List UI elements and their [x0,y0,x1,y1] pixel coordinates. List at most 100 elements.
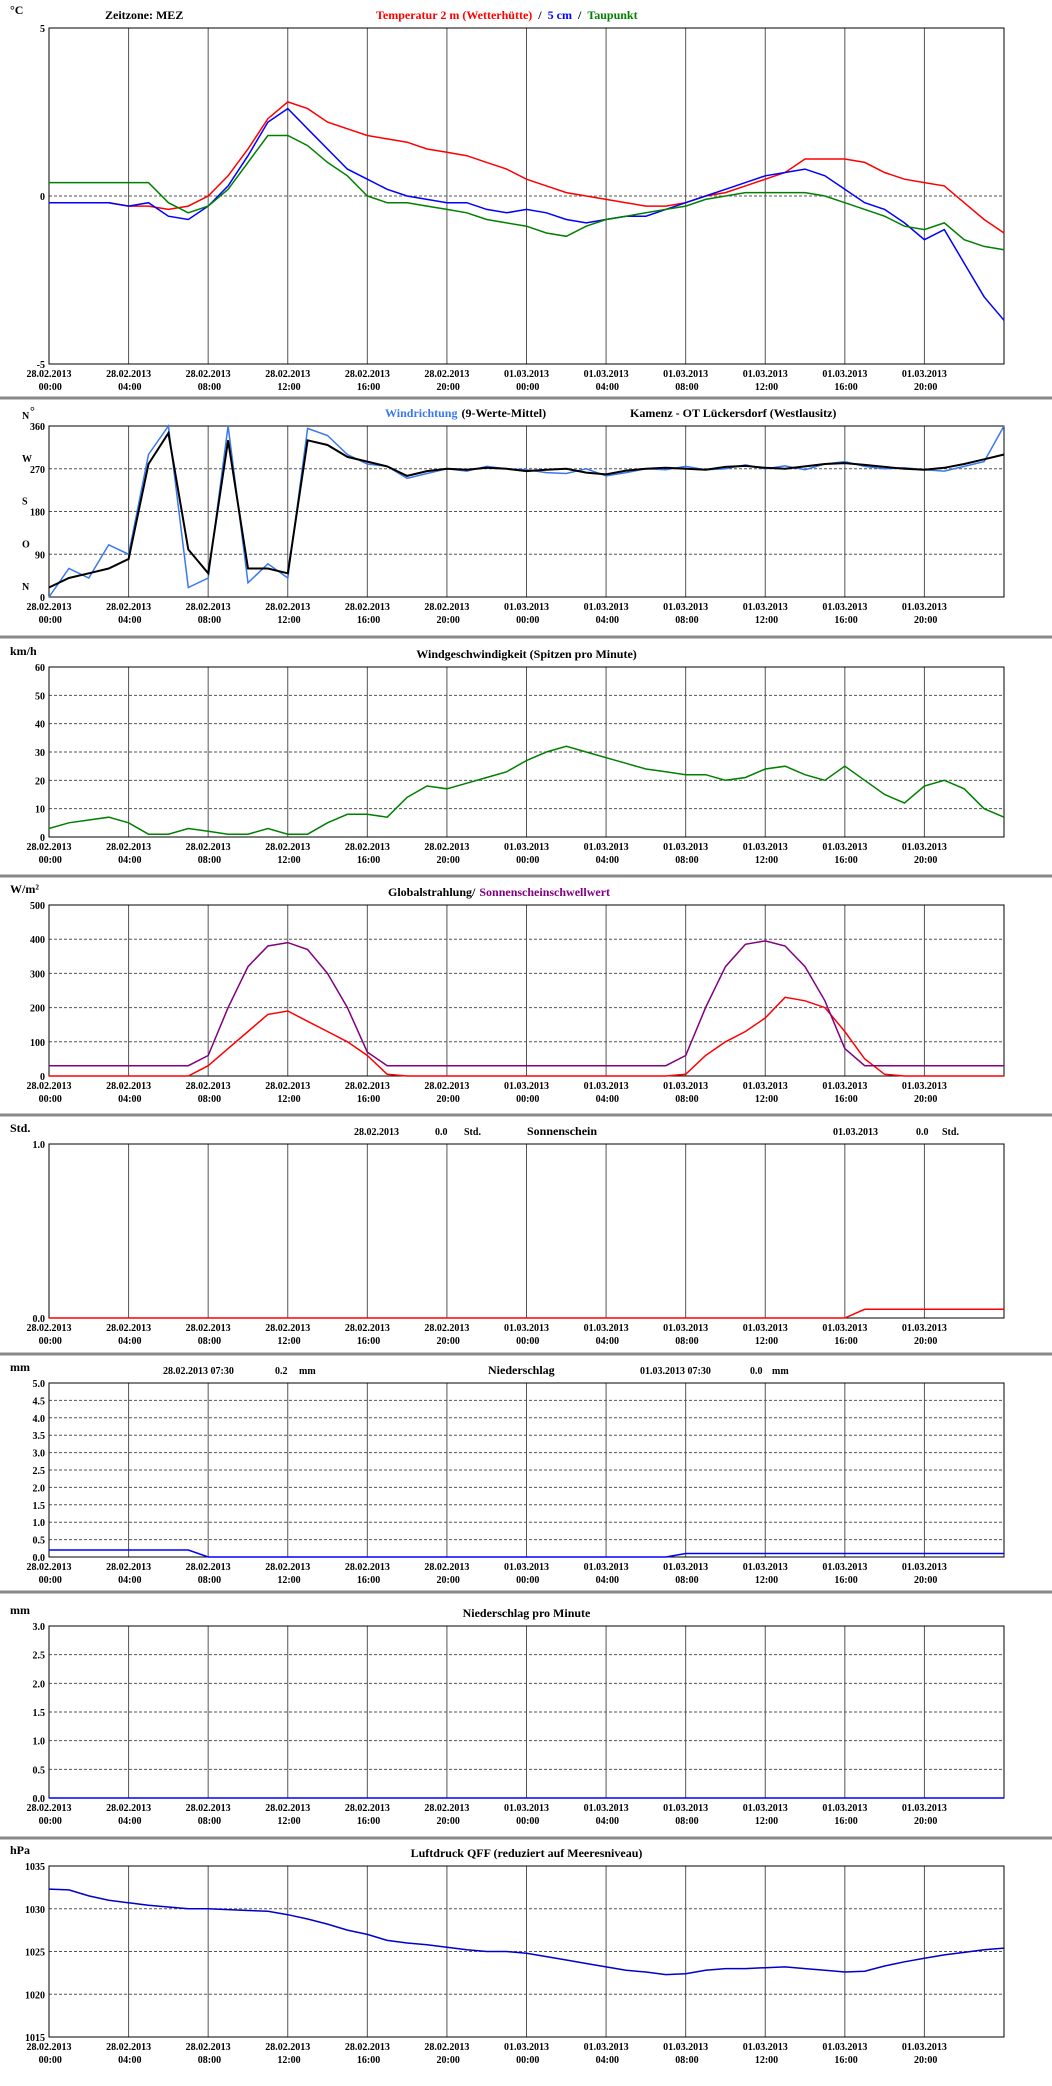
y-tick-label: 0.5 [33,1765,46,1776]
compass-label: N [22,582,30,593]
y-tick-label: 1030 [25,1905,45,1916]
x-tick-label: 28.02.2013 16:00 [345,369,390,393]
x-tick-label: 01.03.2013 00:00 [504,842,549,866]
x-tick-label: 28.02.2013 08:00 [186,2042,231,2066]
y-tick-label: 30 [35,748,45,759]
y-unit: Std. [10,1121,30,1135]
x-tick-label: 01.03.2013 08:00 [663,2042,708,2066]
y-tick-label: 0.0 [33,1314,46,1325]
y-tick-label: 360 [30,422,45,433]
y-unit: ° [30,404,35,418]
y-unit: hPa [10,1843,30,1857]
x-tick-label: 01.03.2013 00:00 [504,1323,549,1347]
y-tick-label: 1.5 [33,1708,46,1719]
legend-entry: Windrichtung [385,406,457,420]
total-date: 01.03.2013 07:30 [640,1366,711,1377]
legend-separator: / [577,8,582,22]
total-unit: mm [772,1366,789,1377]
legend-entry: 5 cm [548,8,572,22]
total-unit: mm [299,1366,316,1377]
y-tick-label: 100 [30,1038,45,1049]
legend-separator: / [537,8,542,22]
compass-label: S [22,497,28,508]
plot-frame [48,666,1005,838]
y-tick-label: 1.0 [33,1140,46,1151]
chart-title: Niederschlag pro Minute [463,1606,591,1620]
y-tick-label: 1.5 [33,1501,46,1512]
x-tick-label: 01.03.2013 16:00 [822,1803,867,1827]
x-tick-label: 28.02.2013 16:00 [345,2042,390,2066]
x-tick-label: 28.02.2013 12:00 [265,1323,310,1347]
chart-title: Niederschlag [488,1363,555,1377]
x-tick-label: 28.02.2013 12:00 [265,842,310,866]
x-tick-label: 01.03.2013 08:00 [663,602,708,626]
legend-entry: Temperatur 2 m (Wetterhütte) [376,8,532,22]
x-tick-label: 01.03.2013 00:00 [504,1562,549,1586]
series-line [49,134,1005,251]
x-tick-label: 28.02.2013 20:00 [424,369,469,393]
x-tick-label: 28.02.2013 04:00 [106,1323,151,1347]
y-tick-label: 40 [35,720,45,731]
series-line [48,745,1005,835]
series-line [49,1549,1004,1558]
x-tick-label: 01.03.2013 04:00 [584,369,629,393]
x-tick-label: 28.02.2013 04:00 [106,369,151,393]
x-tick-label: 01.03.2013 20:00 [902,1803,947,1827]
legend-entry: Sonnenscheinschwellwert [479,885,610,899]
x-tick-label: 28.02.2013 04:00 [106,842,151,866]
y-tick-label: 270 [30,465,45,476]
x-tick-label: 01.03.2013 20:00 [902,602,947,626]
x-tick-label: 01.03.2013 08:00 [663,1562,708,1586]
y-tick-label: 0 [40,1072,45,1083]
x-tick-label: 01.03.2013 12:00 [743,602,788,626]
series-line [48,423,1005,598]
x-tick-label: 01.03.2013 16:00 [822,1562,867,1586]
y-tick-label: 1020 [25,1990,45,2001]
series-line [49,101,1005,234]
x-tick-label: 28.02.2013 12:00 [265,2042,310,2066]
x-tick-label: 28.02.2013 08:00 [186,369,231,393]
chart-title: Sonnenschein [527,1124,597,1138]
y-tick-label: 5 [40,24,45,35]
x-tick-label: 01.03.2013 16:00 [822,602,867,626]
y-tick-label: 3.0 [33,1622,46,1633]
y-tick-label: 3.5 [33,1431,46,1442]
y-tick-label: 0.5 [33,1536,46,1547]
x-tick-label: 01.03.2013 12:00 [743,2042,788,2066]
x-tick-label: 01.03.2013 08:00 [663,1803,708,1827]
x-tick-label: 28.02.2013 04:00 [106,2042,151,2066]
x-tick-label: 01.03.2013 16:00 [822,1081,867,1105]
y-tick-label: 1.0 [33,1737,46,1748]
x-tick-label: 28.02.2013 04:00 [106,602,151,626]
series-line [49,940,1004,1067]
x-tick-label: 01.03.2013 12:00 [743,1562,788,1586]
x-tick-label: 28.02.2013 00:00 [27,1081,72,1105]
x-tick-label: 01.03.2013 08:00 [663,1081,708,1105]
x-tick-label: 01.03.2013 04:00 [584,1081,629,1105]
x-tick-label: 01.03.2013 20:00 [902,369,947,393]
x-tick-label: 28.02.2013 00:00 [27,602,72,626]
total-value: 0.0 [435,1127,448,1138]
y-tick-label: 2.0 [33,1483,46,1494]
x-tick-label: 28.02.2013 04:00 [106,1562,151,1586]
total-date: 28.02.2013 07:30 [163,1366,234,1377]
y-tick-label: 60 [35,663,45,674]
series-line [48,1888,1005,1976]
total-value: 0.0 [750,1366,763,1377]
x-tick-label: 28.02.2013 08:00 [186,1323,231,1347]
y-tick-label: 300 [30,969,45,980]
compass-label: O [22,539,30,550]
y-tick-label: 50 [35,691,45,702]
x-tick-label: 28.02.2013 00:00 [27,2042,72,2066]
y-unit: km/h [10,644,37,658]
total-value: 0.2 [275,1366,288,1377]
y-tick-label: 1.0 [33,1518,46,1529]
compass-label: N [22,411,30,422]
x-tick-label: 01.03.2013 04:00 [584,1803,629,1827]
total-unit: Std. [942,1127,959,1138]
y-tick-label: 2.5 [33,1651,46,1662]
x-tick-label: 28.02.2013 04:00 [106,1803,151,1827]
chart-title: Windgeschwindigkeit (Spitzen pro Minute) [416,647,637,661]
y-tick-label: 4.5 [33,1396,46,1407]
